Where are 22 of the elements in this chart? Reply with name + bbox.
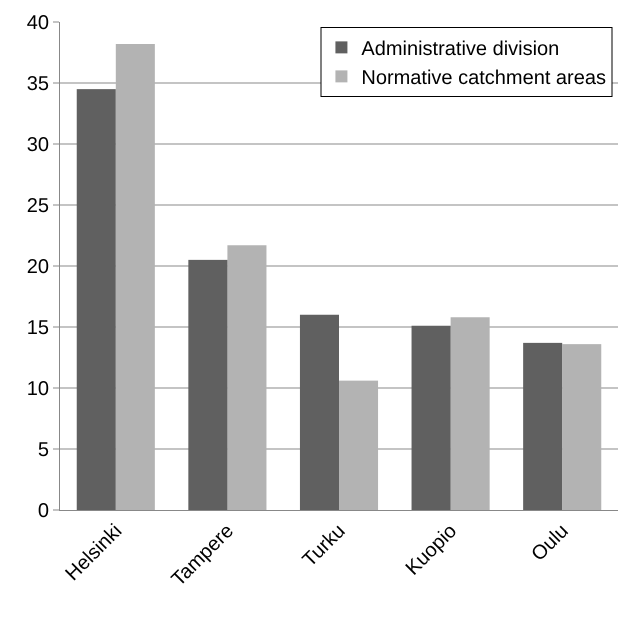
legend-label: Administrative division: [361, 38, 560, 60]
bar: [188, 260, 228, 510]
bar: [450, 317, 490, 510]
bar: [339, 380, 378, 510]
bar: [116, 44, 155, 510]
y-tick-label: 40: [26, 12, 49, 34]
bar: [412, 326, 451, 510]
y-tick-label: 25: [26, 195, 49, 217]
bar: [523, 342, 562, 510]
y-tick-label: 5: [38, 439, 49, 461]
y-tick-label: 15: [26, 317, 49, 339]
y-tick-label: 20: [26, 256, 49, 278]
bar: [227, 245, 266, 510]
bar: [300, 314, 339, 510]
bar: [76, 89, 116, 510]
bar: [562, 344, 602, 510]
legend-label: Normative catchment areas: [361, 67, 606, 90]
y-tick-label: 35: [26, 73, 49, 95]
y-tick-label: 0: [38, 500, 49, 522]
y-tick-label: 30: [26, 134, 49, 156]
x-tick-label: Oulu: [527, 520, 573, 566]
y-tick-label: 10: [26, 378, 49, 400]
